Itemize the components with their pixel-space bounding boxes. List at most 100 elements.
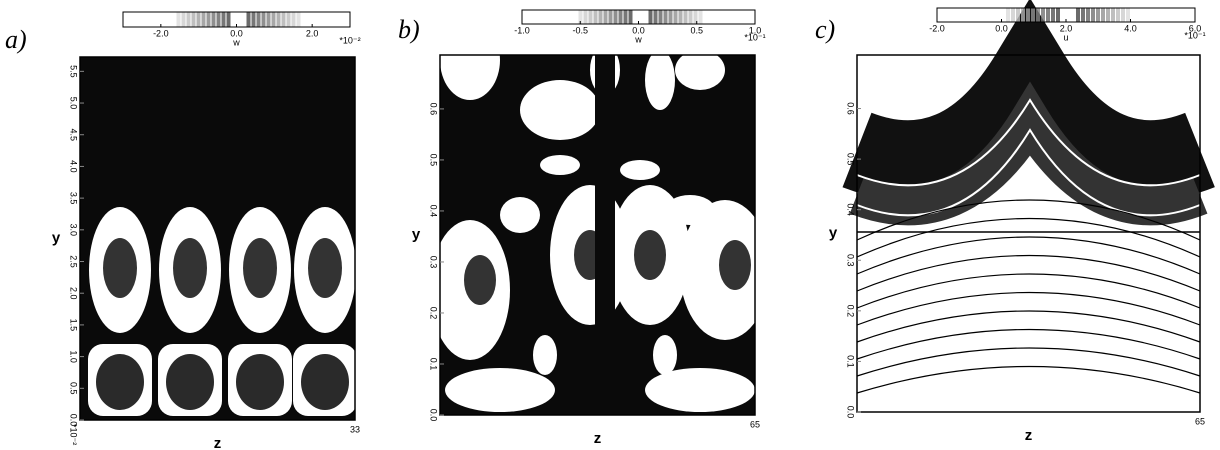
contour-band [849, 81, 1208, 226]
colorbar-tick-label: 0.0 [230, 28, 243, 38]
colorbar-swatch [608, 10, 613, 24]
field-core [464, 255, 496, 305]
colorbar-tick-label: -1.0 [514, 25, 530, 35]
contour-line [856, 291, 1201, 326]
colorbar-swatch [678, 10, 683, 24]
colorbar-swatch [1046, 8, 1050, 22]
colorbar-swatch [693, 10, 698, 24]
contour-line [856, 273, 1201, 309]
colorbar-swatch [196, 12, 201, 27]
contour-band [856, 98, 1201, 187]
colorbar-swatch [216, 12, 221, 27]
y-tick-label: 2.0 [69, 287, 79, 300]
field-core [719, 240, 751, 290]
colorbar-scale: *10⁻¹ [1184, 30, 1205, 40]
colorbar-label: w [232, 37, 240, 47]
contour-band [856, 128, 1201, 217]
colorbar-tick-label: 1.0 [749, 25, 762, 35]
cell-upper-core [103, 238, 137, 298]
colorbar-tick-label: 0.0 [995, 23, 1008, 33]
y-tick-label: 0.2 [429, 307, 439, 320]
colorbar-swatch [1031, 8, 1035, 22]
field-core [634, 230, 666, 280]
colorbar-swatch [1056, 8, 1060, 22]
colorbar-swatch [688, 10, 693, 24]
contour-line [856, 310, 1201, 343]
y-tick-label: 1.0 [69, 350, 79, 363]
colorbar-swatch [623, 10, 628, 24]
colorbar-swatch [1006, 8, 1010, 22]
colorbar-swatch [698, 10, 703, 24]
cell-upper-core [173, 238, 207, 298]
colorbar-swatch [1086, 8, 1090, 22]
colorbar-swatch [181, 12, 186, 27]
colorbar-swatch [653, 10, 658, 24]
colorbar-swatch [256, 12, 261, 27]
y-tick-label: 0.0 [69, 414, 79, 427]
field-blob [520, 80, 600, 140]
field-blob [645, 50, 675, 110]
colorbar-swatch [251, 12, 256, 27]
contour-line [856, 254, 1201, 292]
colorbar-swatch [206, 12, 211, 27]
y-tick-label: 2.5 [69, 255, 79, 268]
colorbar-swatch [276, 12, 281, 27]
cell-upper-core [243, 238, 277, 298]
y-tick-label: 0.6 [429, 103, 439, 116]
y-axis-label: y [52, 229, 61, 246]
colorbar-label: w [634, 34, 642, 44]
y-tick-label: 0.1 [846, 355, 856, 368]
y-tick-label: 0.5 [846, 153, 856, 166]
y-tick-label: 5.5 [69, 65, 79, 78]
field-blob [653, 335, 677, 375]
field-blob [445, 368, 555, 412]
y-tick-label: 3.0 [69, 224, 79, 237]
panel: b) 0.0 0.1 0.2 0.3 0.4 0.5 0.6 65 z y -1.0 -0.5 0.0 0.… [398, 9, 770, 447]
colorbar-swatch [613, 10, 618, 24]
colorbar-swatch [1081, 8, 1085, 22]
colorbar-swatch [246, 12, 251, 27]
contour-line [856, 217, 1201, 258]
x-tick-label: 65 [1195, 416, 1205, 426]
colorbar-swatch [226, 12, 231, 27]
cell-lower-core [166, 354, 214, 410]
x-tick-label: 65 [750, 419, 760, 429]
field-blob [533, 335, 557, 375]
field-blob [645, 368, 755, 412]
colorbar-swatch [201, 12, 206, 27]
x-axis-label: z [594, 430, 602, 447]
y-tick-label: 4.5 [69, 128, 79, 141]
colorbar-swatch [191, 12, 196, 27]
colorbar-swatch [211, 12, 216, 27]
colorbar-tick-label: 0.5 [690, 25, 703, 35]
y-axis-label: y [829, 224, 838, 241]
y-tick-label: 0.2 [846, 305, 856, 318]
colorbar-swatch [1116, 8, 1120, 22]
y-tick-label: 0.1 [429, 358, 439, 371]
colorbar-tick-label: -0.5 [572, 25, 588, 35]
y-tick-label: 0.3 [846, 254, 856, 267]
colorbar-swatch [1121, 8, 1125, 22]
cell-lower-core [236, 354, 284, 410]
contour-line [856, 347, 1201, 377]
colorbar-swatch [266, 12, 271, 27]
colorbar-swatch [583, 10, 588, 24]
colorbar-tick-label: 2.0 [1060, 23, 1073, 33]
colorbar-swatch [261, 12, 266, 27]
colorbar-tick-label: 6.0 [1189, 23, 1202, 33]
y-tick-label: 4.0 [69, 160, 79, 173]
colorbar-swatch [176, 12, 181, 27]
colorbar-swatch [683, 10, 688, 24]
colorbar-swatch [1026, 8, 1030, 22]
y-tick-label: 0.5 [69, 382, 79, 395]
colorbar-swatch [1076, 8, 1080, 22]
field-blob [540, 155, 580, 175]
colorbar-swatch [296, 12, 301, 27]
y-tick-label: 0.6 [846, 102, 856, 115]
cell-lower-core [301, 354, 349, 410]
contour-line [856, 199, 1201, 241]
colorbar-swatch [598, 10, 603, 24]
field-blob [440, 20, 500, 100]
y-tick-label: 0.3 [429, 256, 439, 269]
